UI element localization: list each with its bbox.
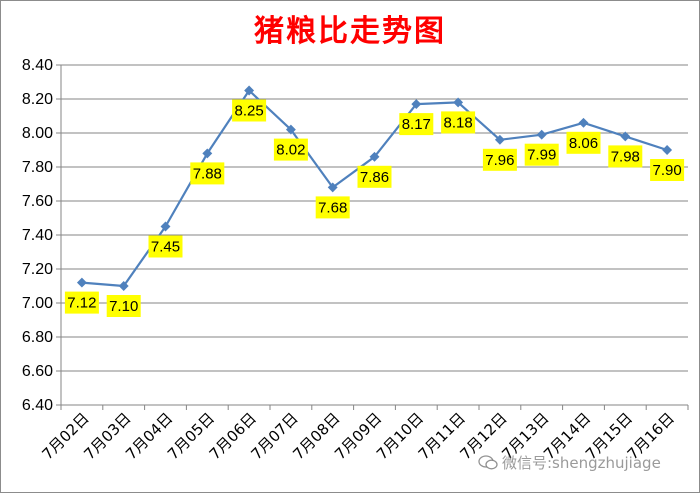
chart-title: 猪粮比走势图 — [254, 14, 446, 49]
data-label-box — [190, 162, 225, 185]
data-label-box — [441, 111, 476, 134]
y-tick-label: 8.00 — [22, 125, 53, 142]
y-tick-label: 8.40 — [22, 57, 53, 74]
data-label-box — [482, 148, 517, 171]
data-label: 8.02 — [276, 142, 305, 159]
data-label: 7.99 — [527, 147, 556, 164]
data-label-box — [608, 145, 643, 168]
y-tick-label: 8.20 — [22, 91, 53, 108]
data-point — [202, 148, 213, 159]
y-tick-label: 7.00 — [22, 295, 53, 312]
y-tick-label: 6.60 — [22, 363, 53, 380]
data-point — [160, 221, 171, 232]
data-label-box — [232, 99, 267, 122]
gridlines — [61, 64, 688, 372]
data-label: 8.17 — [402, 116, 431, 133]
y-axis-ticks: 6.40 6.60 6.80 7.00 7.20 7.40 7.60 7.80 8.00 8.20… — [22, 57, 61, 414]
data-point — [662, 145, 673, 155]
y-tick-label: 7.40 — [22, 227, 53, 244]
data-label-box — [148, 235, 183, 258]
data-label-box — [357, 165, 392, 188]
data-point — [620, 131, 631, 142]
wechat-icon — [478, 455, 498, 470]
data-point — [369, 151, 380, 162]
y-tick-label: 6.40 — [22, 397, 53, 414]
data-label-box — [566, 131, 601, 154]
y-tick-label: 7.20 — [22, 261, 53, 278]
y-tick-label: 7.60 — [22, 193, 53, 210]
data-point — [76, 277, 87, 288]
data-label-box — [315, 196, 350, 219]
data-label: 7.90 — [652, 162, 681, 179]
data-label-box — [106, 295, 141, 317]
data-label: 7.96 — [485, 152, 514, 169]
data-label-box — [273, 138, 308, 161]
data-label: 7.68 — [318, 199, 347, 216]
data-point — [494, 134, 505, 145]
data-label: 8.25 — [234, 103, 263, 120]
y-tick-label: 6.80 — [22, 329, 53, 346]
data-label: 7.10 — [109, 298, 138, 315]
data-point — [536, 129, 547, 140]
watermark: 微信号:shengzhujiage — [478, 452, 661, 473]
data-label: 8.06 — [569, 135, 598, 152]
data-label: 8.18 — [443, 114, 472, 131]
data-label: 7.45 — [151, 239, 180, 256]
watermark-text: 微信号:shengzhujiage — [502, 454, 661, 472]
data-label-box — [64, 291, 99, 314]
data-label: 7.86 — [360, 169, 389, 186]
data-label-box — [524, 143, 559, 166]
y-tick-label: 7.80 — [22, 159, 53, 176]
data-label: 7.88 — [193, 165, 222, 182]
data-point — [327, 182, 338, 193]
data-point — [578, 117, 589, 128]
data-label-box — [650, 159, 685, 181]
series-line — [76, 85, 673, 291]
data-label: 7.98 — [611, 148, 640, 165]
data-labels: 7.12 7.10 7.45 7.88 8.25 8.02 7.68 7.86 8.17 8.18… — [64, 99, 685, 317]
data-point — [285, 124, 296, 135]
data-label: 7.12 — [67, 295, 96, 312]
data-label-box — [399, 113, 434, 136]
data-point — [244, 85, 255, 96]
